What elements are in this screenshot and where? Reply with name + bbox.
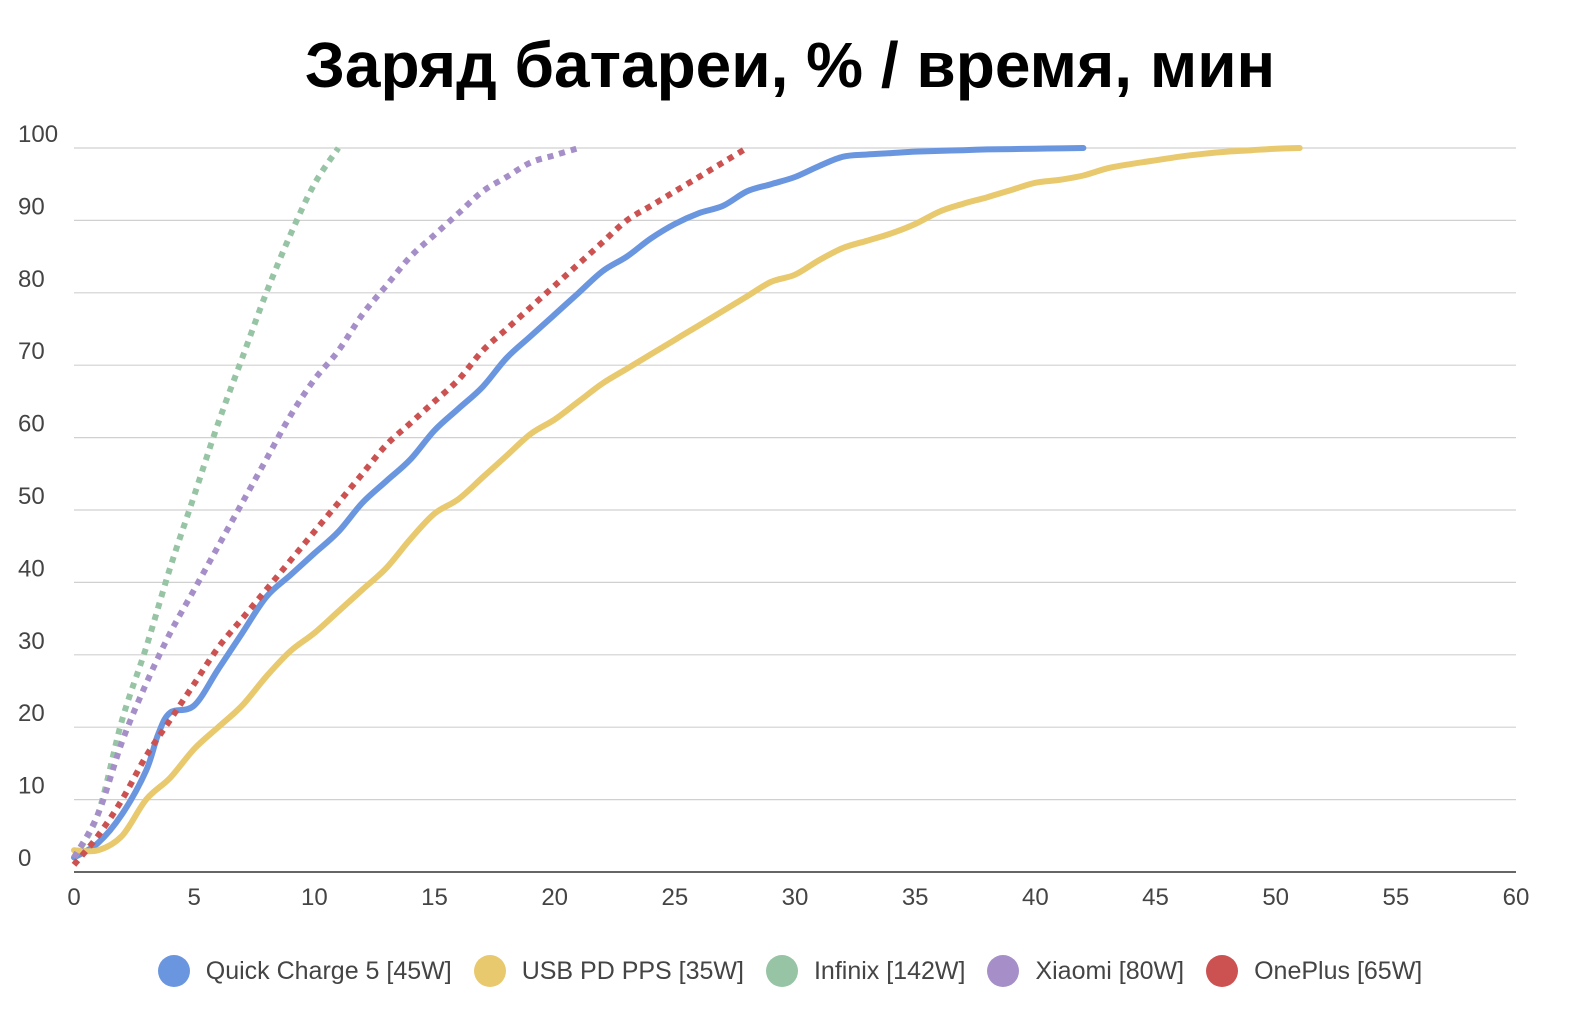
legend-label: Quick Charge 5 [45W]: [205, 956, 452, 985]
legend-label: USB PD PPS [35W]: [521, 956, 744, 985]
gridlines: [74, 147, 1516, 873]
y-tick-label: 20: [18, 700, 45, 727]
legend-swatch: [987, 955, 1020, 987]
series-lines: [71, 145, 1303, 867]
legend-item: Xiaomi [80W]: [987, 955, 1184, 987]
legend-label: Xiaomi [80W]: [1035, 956, 1185, 985]
line-chart: 0 10 20 30 40 50 60 70 80 90 100 0 5 10 15 20 25 30 35 40 4…: [18, 121, 1529, 911]
x-tick-label: 50: [1262, 884, 1289, 911]
x-tick-label: 0: [67, 884, 80, 911]
x-tick-label: 25: [661, 884, 688, 911]
y-tick-label: 0: [18, 845, 31, 872]
x-tick-label: 20: [541, 884, 568, 911]
y-tick-label: 50: [18, 483, 45, 510]
x-tick-label: 35: [902, 884, 929, 911]
legend-swatch: [1206, 955, 1239, 987]
legend-swatch: [473, 955, 506, 987]
series-line-infinix: [71, 146, 341, 860]
series-line-usb: [71, 145, 1303, 855]
x-tick-label: 30: [782, 884, 809, 911]
legend: Quick Charge 5 [45W] USB PD PPS [35W] Infi…: [0, 955, 1580, 987]
legend-label: OnePlus [65W]: [1254, 956, 1423, 985]
x-tick-label: 40: [1022, 884, 1049, 911]
legend-item: USB PD PPS [35W]: [473, 955, 744, 987]
legend-item: Quick Charge 5 [45W]: [157, 955, 452, 987]
y-tick-label: 90: [18, 193, 45, 220]
y-tick-label: 10: [18, 773, 45, 800]
y-tick-label: 40: [18, 555, 45, 582]
x-tick-label: 55: [1382, 884, 1409, 911]
y-tick-label: 100: [18, 121, 58, 148]
y-tick-label: 30: [18, 628, 45, 655]
series-line-xiaomi: [71, 145, 580, 860]
chart-title: Заряд батареи, % / время, мин: [304, 29, 1276, 101]
y-tick-label: 60: [18, 411, 45, 438]
legend-item: OnePlus [65W]: [1206, 955, 1422, 987]
series-line-quick: [71, 145, 1087, 861]
legend-swatch: [765, 955, 798, 987]
legend-swatch: [157, 955, 190, 987]
y-tick-label: 70: [18, 338, 45, 365]
x-tick-label: 45: [1142, 884, 1169, 911]
x-tick-label: 5: [187, 884, 200, 911]
series-line-oneplus: [71, 145, 749, 867]
y-tick-label: 80: [18, 266, 45, 293]
legend-label: Infinix [142W]: [813, 956, 966, 985]
legend-item: Infinix [142W]: [765, 955, 966, 987]
x-axis-tick-labels: 0 5 10 15 20 25 30 35 40 45 50 55 60: [67, 884, 1529, 911]
x-tick-label: 15: [421, 884, 448, 911]
x-tick-label: 60: [1503, 884, 1530, 911]
y-axis-tick-labels: 0 10 20 30 40 50 60 70 80 90 100: [18, 121, 58, 872]
x-tick-label: 10: [301, 884, 328, 911]
